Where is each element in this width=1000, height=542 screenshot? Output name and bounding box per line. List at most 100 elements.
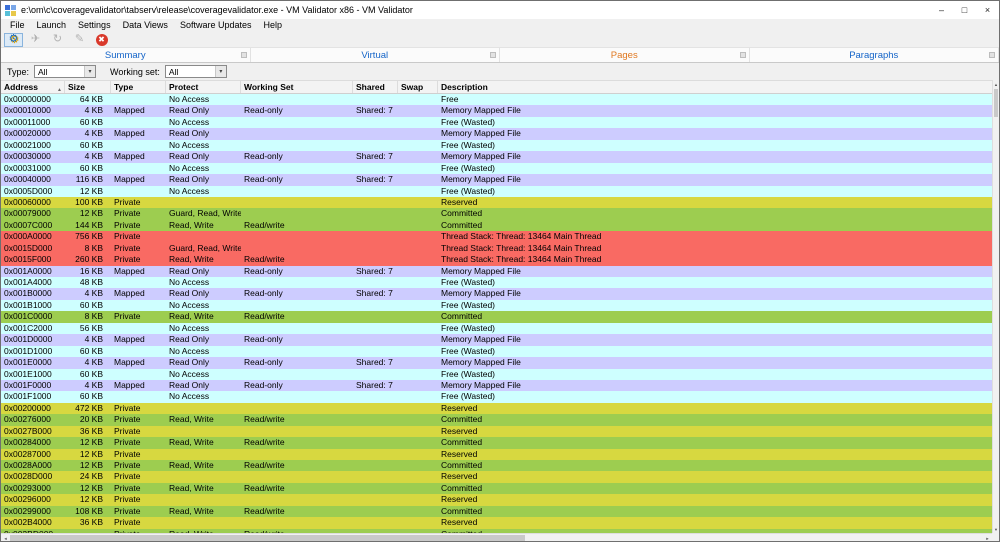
cell-protect: Read, Write [169,482,214,493]
menu-item-launch[interactable]: Launch [36,20,67,30]
cell-desc: Free (Wasted) [441,116,496,127]
table-row[interactable]: 0x0015F000 260 KB Private Read, Write Read/w… [1,254,994,266]
table-row[interactable]: 0x001B1000 60 KB No Access Free (Wasted) [1,299,994,312]
table-row[interactable]: 0x001A4000 48 KB No Access Free (Wasted) [1,277,994,289]
cell-shared [353,186,398,197]
scroll-left-icon[interactable]: ◄ [3,535,8,541]
column-header-protect[interactable]: Protect [166,81,241,93]
cell-type: Mapped [114,334,145,345]
cell-protect: No Access [169,94,210,104]
horizontal-scrollbar[interactable]: ◄ ► [1,533,992,541]
vertical-scroll-thumb[interactable] [994,89,998,117]
column-header-size[interactable]: Size [65,81,111,93]
tab-virtual[interactable]: Virtual [251,48,500,62]
close-button[interactable]: × [984,5,991,15]
table-row[interactable]: 0x00020000 4 KB Mapped Read Only Memory Mapp… [1,128,994,140]
working-set-filter-select[interactable]: All ▾ [164,65,227,78]
table-row[interactable]: 0x00021000 60 KB No Access Free (Wasted) [1,139,994,152]
cell-address: 0x0007C000 [4,219,53,230]
table-row[interactable]: 0x001B0000 4 KB Mapped Read Only Read-only Sh… [1,288,994,300]
table-row[interactable]: 0x00200000 472 KB Private Reserved [1,402,994,415]
cell-size: 108 KB [75,505,103,516]
table-row[interactable]: 0x00060000 100 KB Private Reserved [1,196,994,209]
stop-button[interactable]: ✖ [92,33,111,47]
column-header-shared[interactable]: Shared [353,81,398,93]
cell-size: 48 KB [79,277,103,287]
cell-shared [353,231,398,242]
table-row[interactable]: 0x0027B000 36 KB Private Reserved [1,425,994,438]
menu-item-file[interactable]: File [10,20,25,30]
cell-size: 36 KB [79,517,103,528]
scroll-right-icon[interactable]: ► [985,535,990,541]
column-header-working-set[interactable]: Working Set [241,81,353,93]
table-row[interactable]: 0x0005D000 12 KB No Access Free (Wasted) [1,185,994,197]
table-row[interactable]: 0x00287000 12 KB Private Reserved [1,448,994,460]
table-row[interactable]: 0x0015D000 8 KB Private Guard, Read, Write T… [1,242,994,255]
table-row[interactable]: 0x002B4000 36 KB Private Reserved [1,517,994,529]
cell-address: 0x00040000 [4,174,51,185]
menu-item-settings[interactable]: Settings [78,20,111,30]
vertical-scrollbar[interactable]: ▲ ▼ [992,80,999,533]
column-header-address[interactable]: Address ▲ [1,81,65,93]
column-header-description[interactable]: Description [438,81,994,93]
table-row[interactable]: 0x00284000 12 KB Private Read, Write Read/wr… [1,437,994,449]
cell-protect: Read, Write [169,219,214,230]
table-row[interactable]: 0x001D0000 4 KB Mapped Read Only Read-only Me… [1,334,994,346]
cell-shared [353,414,398,425]
scroll-down-icon[interactable]: ▼ [994,526,998,532]
edit-button: ✎ [70,33,89,47]
horizontal-scroll-thumb[interactable] [10,535,525,541]
table-row[interactable]: 0x0007C000 144 KB Private Read, Write Read/w… [1,219,994,232]
maximize-button[interactable]: □ [961,5,968,15]
cell-ws [241,517,353,528]
column-header-type[interactable]: Type [111,81,166,93]
cell-type [111,346,166,357]
table-row[interactable]: 0x001E0000 4 KB Mapped Read Only Read-only Sh… [1,357,994,369]
table-row[interactable]: 0x00040000 116 KB Mapped Read Only Read-only… [1,174,994,186]
cell-desc: Thread Stack: Thread: 13464 Main Thread [441,242,602,253]
type-filter-select[interactable]: All ▾ [34,65,97,78]
table-row[interactable]: 0x00000000 64 KB No Access Free [1,94,994,106]
menu-item-data-views[interactable]: Data Views [122,20,168,30]
table-row[interactable]: 0x001E1000 60 KB No Access Free (Wasted) [1,368,994,380]
cell-ws [241,197,353,208]
column-header-swap[interactable]: Swap [398,81,438,93]
menu-item-help[interactable]: Help [263,20,282,30]
table-row[interactable]: 0x00296000 12 KB Private Reserved [1,494,994,506]
table-row[interactable]: 0x00011000 60 KB No Access Free (Wasted) [1,116,994,129]
minimize-button[interactable]: – [938,5,944,15]
table-row[interactable]: 0x00030000 4 KB Mapped Read Only Read-only Sh… [1,151,994,163]
table-row[interactable]: 0x00010000 4 KB Mapped Read Only Read-only Sh… [1,105,994,117]
cell-swap [398,105,438,116]
table-row[interactable]: 0x001C2000 56 KB No Access Free (Wasted) [1,322,994,335]
settings-button[interactable]: ⚙ [4,32,23,47]
table-row[interactable]: 0x000A0000 756 KB Private Thread Stack: Thr… [1,231,994,243]
cell-type: Private [114,219,141,230]
menu-item-software-updates[interactable]: Software Updates [179,20,252,30]
table-row[interactable]: 0x00293000 12 KB Private Read, Write Read/wr… [1,482,994,495]
cell-size: 4 KB [84,128,103,139]
tab-pages[interactable]: Pages [500,48,750,62]
chevron-down-icon[interactable]: ▾ [84,66,96,77]
table-row[interactable]: 0x001A0000 16 KB Mapped Read Only Read-only S… [1,265,994,277]
table-row[interactable]: 0x001F1000 60 KB No Access Free (Wasted) [1,391,994,403]
table-row[interactable]: 0x00031000 60 KB No Access Free (Wasted) [1,162,994,175]
cell-protect: Read, Write [169,254,214,265]
table-row[interactable]: 0x0028D000 24 KB Private Reserved [1,471,994,483]
table-row[interactable]: 0x0028A000 12 KB Private Read, Write Read/wr… [1,460,994,472]
tab-summary[interactable]: Summary [1,48,251,62]
table-row[interactable]: 0x001F0000 4 KB Mapped Read Only Read-only Sh… [1,379,994,392]
scroll-up-icon[interactable]: ▲ [994,81,998,87]
table-row[interactable]: 0x00079000 12 KB Private Guard, Read, Write… [1,208,994,220]
table-row[interactable]: 0x001C0000 8 KB Private Read, Write Read/wri… [1,311,994,323]
table-row[interactable]: 0x00276000 20 KB Private Read, Write Read/wr… [1,414,994,426]
chevron-down-icon[interactable]: ▾ [214,66,226,77]
table-row[interactable]: 0x001D1000 60 KB No Access Free (Wasted) [1,345,994,358]
cell-desc: Reserved [441,425,478,436]
table-row[interactable]: 0x00299000 108 KB Private Read, Write Read/w… [1,505,994,518]
cell-address: 0x001A0000 [4,265,52,276]
cell-size: 4 KB [84,105,103,116]
cell-type: Private [114,437,141,448]
tab-paragraphs[interactable]: Paragraphs [750,48,999,62]
